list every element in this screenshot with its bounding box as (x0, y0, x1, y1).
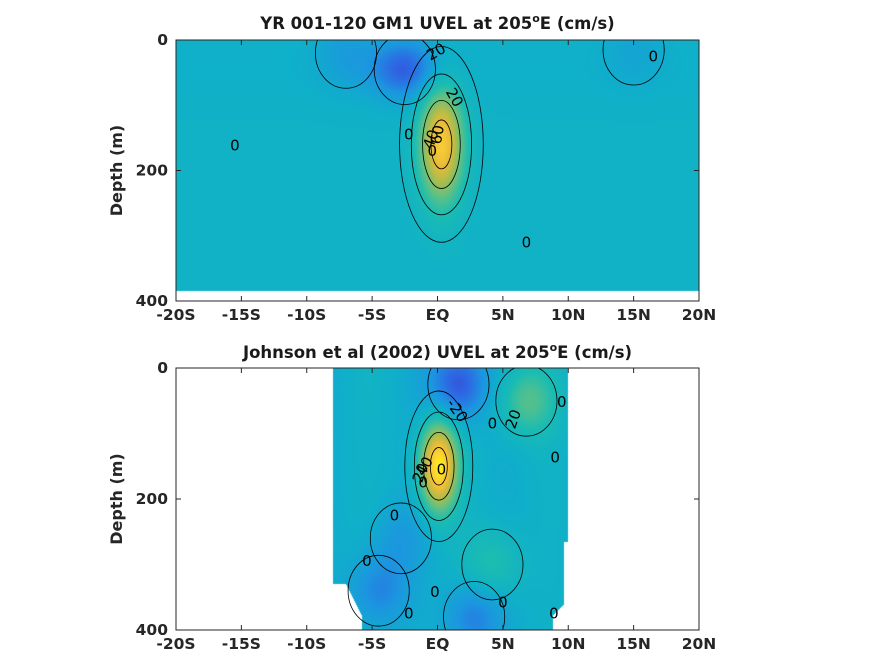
contour-line (369, 502, 432, 575)
contour-label: 0 (404, 605, 414, 623)
contour-line (423, 431, 455, 501)
contour-line (495, 368, 558, 437)
x-tick-label: 10N (551, 306, 586, 324)
x-tick-label: -5S (358, 306, 386, 324)
contour-label: 0 (522, 233, 532, 251)
x-tick-label: 5N (491, 635, 515, 653)
x-tick-label: 5N (491, 306, 515, 324)
contour-label: 0 (390, 506, 400, 524)
x-tick-label: -20S (156, 306, 195, 324)
contour-line (347, 554, 410, 627)
x-tick-label: -10S (287, 306, 326, 324)
contour-label: 0 (430, 583, 440, 601)
x-tick-label: EQ (426, 635, 450, 653)
contour-label: 0 (404, 126, 414, 144)
contour-line (410, 73, 472, 216)
contour-line (427, 368, 490, 421)
chart-title: Johnson et al (2002) UVEL at 205oE (cm/s… (242, 341, 632, 362)
contour-label: 0 (550, 449, 560, 467)
contour-label: 0 (549, 605, 559, 623)
contour-line (399, 46, 484, 243)
x-tick-label: 20N (682, 306, 717, 324)
contour-label: 0 (488, 415, 498, 433)
y-tick-label: 0 (157, 359, 168, 377)
chart-title: YR 001-120 GM1 UVEL at 205oE (cm/s) (259, 12, 614, 33)
contour-line (314, 40, 377, 89)
y-tick-label: 0 (157, 31, 168, 49)
y-tick-label: 400 (136, 292, 169, 310)
x-tick-label: -15S (222, 635, 261, 653)
y-axis-label: Depth (m) (107, 125, 126, 217)
contour-label: 0 (427, 142, 437, 160)
y-tick-label: 400 (136, 621, 169, 639)
y-tick-label: 200 (136, 490, 169, 508)
contour-line (461, 528, 524, 601)
contour-line (373, 40, 436, 105)
x-tick-label: -10S (287, 635, 326, 653)
contour-line (443, 581, 506, 630)
contour-label: 0 (498, 593, 508, 611)
heatmap-field (176, 368, 699, 630)
x-tick-label: EQ (426, 306, 450, 324)
contour-label: 40 (419, 127, 442, 151)
x-tick-label: 15N (616, 635, 651, 653)
x-tick-label: 15N (616, 306, 651, 324)
x-tick-label: -5S (358, 635, 386, 653)
contour-line (404, 390, 474, 542)
contour-label: 0 (230, 137, 240, 155)
x-tick-label: -20S (156, 635, 195, 653)
contour-label: 20 (502, 407, 525, 431)
contour-label: 0 (362, 552, 372, 570)
contour-label: 20 (409, 461, 432, 485)
contour-label: 60 (427, 124, 448, 146)
contour-label: 0 (418, 474, 428, 492)
x-tick-label: 10N (551, 635, 586, 653)
heatmap-field (176, 40, 699, 301)
contour-label: 0 (437, 461, 447, 479)
y-axis-label: Depth (m) (107, 453, 126, 545)
x-tick-label: -15S (222, 306, 261, 324)
contour-label: 0 (557, 393, 567, 411)
contour-line (430, 119, 453, 170)
x-tick-label: 20N (682, 635, 717, 653)
contour-line (602, 40, 665, 86)
contour-label: 0 (648, 47, 658, 65)
y-tick-label: 200 (136, 162, 169, 180)
contour-line (429, 447, 448, 486)
contour-line (422, 99, 461, 189)
